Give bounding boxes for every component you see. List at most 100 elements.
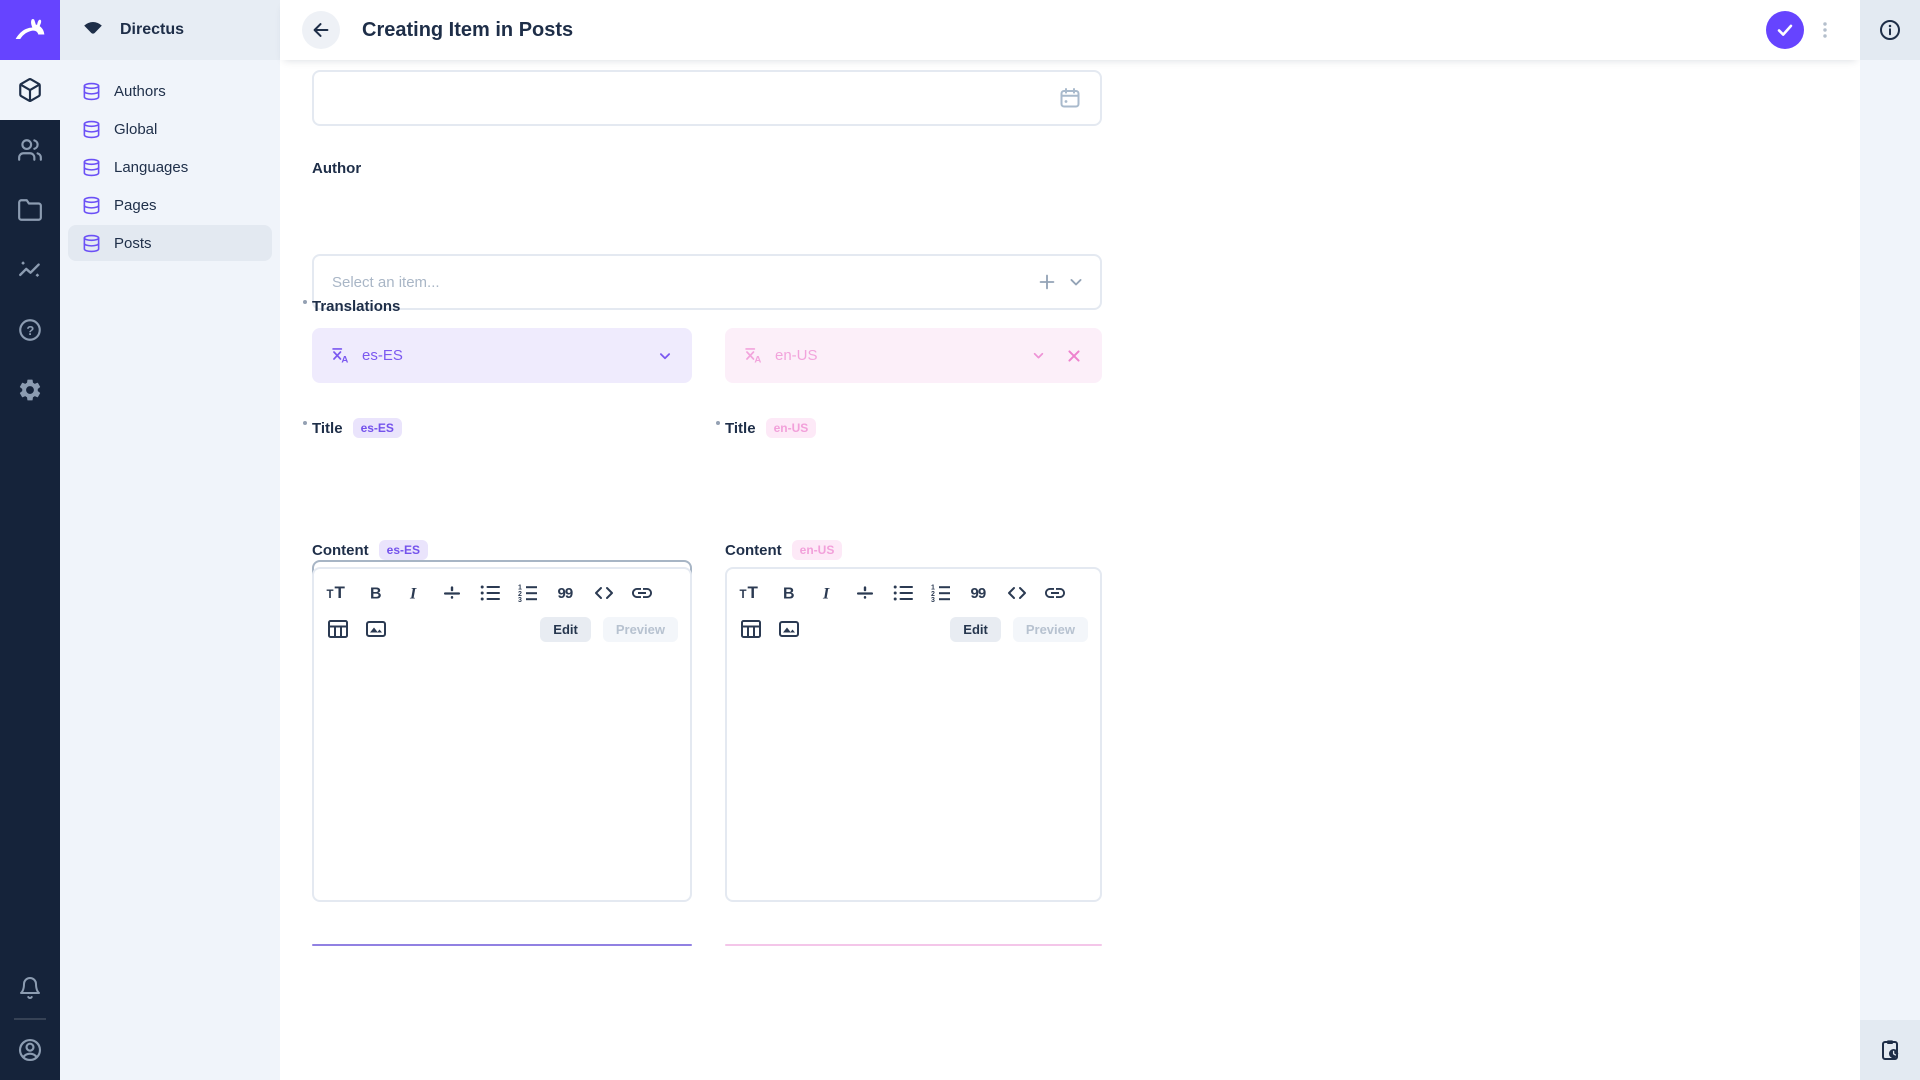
more-options-button[interactable] [1812, 17, 1838, 43]
svg-text:T: T [327, 589, 334, 601]
blockquote-icon[interactable]: 99 [554, 581, 578, 605]
module-file-library[interactable] [0, 180, 60, 240]
info-sidebar-toggle[interactable] [1860, 0, 1920, 60]
check-icon [1774, 19, 1796, 41]
insights-icon [17, 257, 43, 283]
strikethrough-icon[interactable] [853, 581, 877, 605]
save-button[interactable] [1766, 11, 1804, 49]
plus-icon[interactable] [1036, 271, 1058, 293]
account-button[interactable] [0, 1020, 60, 1080]
info-icon [1878, 18, 1902, 42]
numbered-list-icon[interactable]: 1 2 3 [929, 581, 953, 605]
nav-item-languages[interactable]: Languages [68, 149, 272, 185]
help-icon: ? [17, 317, 43, 343]
italic-icon[interactable]: I [402, 581, 426, 605]
svg-text:3: 3 [931, 597, 935, 604]
date-field [312, 70, 1102, 126]
required-dot [303, 299, 307, 304]
svg-text:A: A [754, 355, 761, 366]
title-label-row-es: Title es-ES [303, 418, 402, 438]
module-bar-divider [14, 1018, 46, 1020]
image-icon[interactable] [777, 617, 801, 641]
module-insights[interactable] [0, 240, 60, 300]
nav-item-label: Posts [114, 234, 152, 252]
notifications-button[interactable] [0, 958, 60, 1018]
content-label-row-en: Content en-US [725, 540, 843, 560]
svg-text:T: T [335, 583, 346, 602]
lang-badge-es: es-ES [378, 540, 429, 560]
edit-mode-button[interactable]: Edit [540, 616, 591, 642]
chevron-down-icon [1030, 347, 1047, 364]
code-icon[interactable] [1005, 581, 1029, 605]
title-label: Title [312, 419, 343, 437]
blockquote-icon[interactable]: 99 [967, 581, 991, 605]
bullet-list-icon[interactable] [891, 581, 915, 605]
date-input[interactable] [312, 70, 1102, 126]
author-input[interactable] [312, 254, 1102, 310]
module-help[interactable]: ? [0, 300, 60, 360]
folder-icon [17, 197, 43, 223]
form-area: Author Translations A es-ES [280, 60, 1860, 1080]
code-icon[interactable] [592, 581, 616, 605]
revisions-sidebar-toggle[interactable] [1860, 1020, 1920, 1080]
chevron-down-icon[interactable] [1066, 272, 1086, 292]
image-icon[interactable] [364, 617, 388, 641]
title-label-row-en: Title en-US [716, 418, 817, 438]
users-icon [17, 137, 43, 163]
svg-text:1: 1 [518, 584, 522, 591]
nav-item-label: Pages [114, 196, 157, 214]
module-content[interactable] [0, 60, 60, 120]
nav-item-authors[interactable]: Authors [68, 73, 272, 109]
lang-badge-en: en-US [765, 418, 817, 438]
strikethrough-icon[interactable] [440, 581, 464, 605]
svg-text:T: T [748, 583, 759, 602]
content-textarea-en[interactable] [727, 642, 1100, 882]
title-label: Title [725, 419, 756, 437]
bullet-list-icon[interactable] [478, 581, 502, 605]
language-select-primary[interactable]: A es-ES [312, 328, 692, 383]
nav-item-global[interactable]: Global [68, 111, 272, 147]
bold-icon[interactable]: B [777, 581, 801, 605]
numbered-list-icon[interactable]: 1 2 3 [516, 581, 540, 605]
nav-item-posts[interactable]: Posts [68, 225, 272, 261]
collection-nav: Authors Global Languages [60, 60, 280, 274]
svg-text:T: T [740, 589, 747, 601]
back-button[interactable] [302, 11, 340, 49]
avatar-icon [17, 1037, 43, 1063]
table-icon[interactable] [326, 617, 350, 641]
module-settings[interactable] [0, 360, 60, 420]
project-name: Directus [120, 21, 185, 38]
right-sidebar [1860, 0, 1920, 1080]
italic-icon[interactable]: I [815, 581, 839, 605]
close-icon[interactable] [1064, 346, 1084, 366]
module-user-directory[interactable] [0, 120, 60, 180]
nav-item-pages[interactable]: Pages [68, 187, 272, 223]
link-icon[interactable] [1043, 581, 1067, 605]
database-icon [82, 196, 101, 215]
directus-logo[interactable] [0, 0, 60, 60]
content-textarea-es[interactable] [314, 642, 690, 882]
language-code: es-ES [362, 347, 403, 364]
preview-mode-button[interactable]: Preview [1012, 616, 1088, 642]
module-bar: ? [0, 0, 60, 1080]
database-icon [82, 120, 101, 139]
project-chooser[interactable]: Directus [60, 0, 280, 60]
directus-rabbit-icon [13, 13, 47, 47]
arrow-left-icon [310, 19, 332, 41]
lang-badge-en: en-US [791, 540, 843, 560]
preview-mode-button[interactable]: Preview [602, 616, 678, 642]
edit-mode-button[interactable]: Edit [950, 616, 1001, 642]
translation-divider-es [312, 944, 692, 946]
content-label: Content [725, 541, 782, 559]
link-icon[interactable] [630, 581, 654, 605]
calendar-icon[interactable] [1058, 86, 1082, 110]
author-label-row: Author [312, 160, 361, 177]
language-select-secondary[interactable]: A en-US [725, 328, 1102, 383]
translate-icon: A [743, 345, 764, 366]
bold-icon[interactable]: B [364, 581, 388, 605]
table-icon[interactable] [739, 617, 763, 641]
